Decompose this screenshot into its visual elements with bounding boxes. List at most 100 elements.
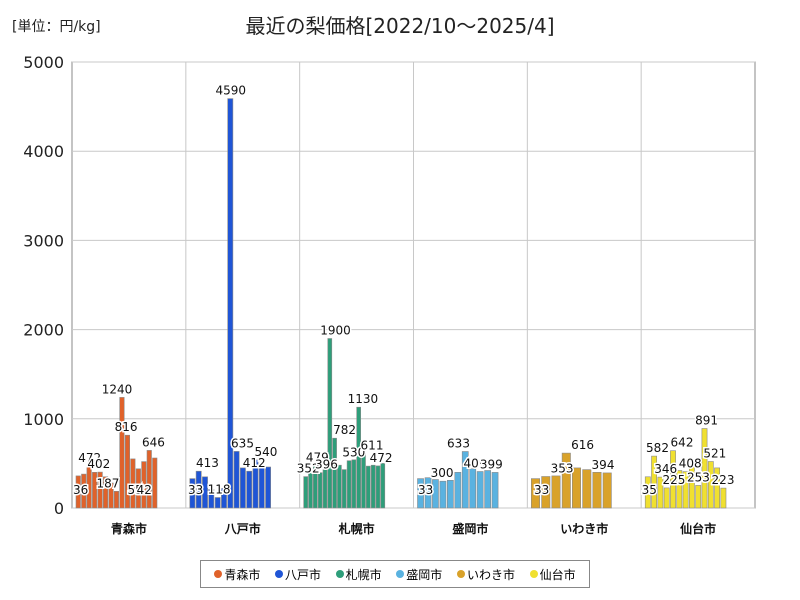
bar [337,464,342,509]
legend-item: 仙台市 [529,566,576,583]
bar [417,478,424,509]
data-label: 642 [671,436,694,450]
data-label: 300 [431,466,454,480]
bar [651,455,657,509]
data-label: 816 [115,420,138,434]
legend-swatch [396,570,405,578]
data-label: 399 [480,457,503,471]
data-label: 1900 [320,324,351,338]
bar [582,469,592,509]
bar [108,482,114,509]
category-label: 八戸市 [224,521,261,536]
data-label: 472 [78,451,101,465]
bar [571,467,581,509]
bar [592,471,602,509]
bar [258,464,265,509]
bar [124,434,130,509]
bar [670,450,676,509]
legend-label: 札幌市 [345,567,382,582]
bar [135,468,141,509]
bar [202,476,208,509]
legend-swatch [335,570,344,578]
bar [602,472,612,509]
bar [644,476,651,509]
bar [252,459,259,509]
bar [86,465,92,509]
bar [75,475,81,509]
category-label: いわき市 [560,521,608,536]
data-label: 633 [447,437,470,451]
bar [221,488,227,509]
bar [424,477,432,509]
data-label: 55 [128,483,143,497]
data-label: 540 [254,445,277,459]
data-label: 35 [642,483,657,497]
data-label: 408 [679,457,702,471]
bar [365,465,371,509]
legend-label: いわき市 [466,567,515,582]
data-label: 412 [243,456,266,470]
legend-label: 仙台市 [539,567,576,582]
bar [530,478,540,509]
legend-item: 青森市 [214,566,260,583]
data-label: 530 [342,446,365,460]
y-tick-label: 2000 [23,321,64,340]
y-tick-label: 3000 [23,231,64,250]
bar [322,469,328,509]
y-tick-label: 0 [54,499,64,518]
bar [701,428,708,509]
bar [317,472,323,509]
bar [714,467,720,509]
bar [146,450,152,509]
data-label: 616 [571,438,594,452]
legend: 青森市 八戸市 札幌市 盛岡市 いわき市 仙台市 [200,560,590,588]
bar [233,451,240,509]
category-label: 青森市 [111,521,147,536]
bar [446,479,454,509]
data-label: 582 [646,441,669,455]
legend-label: 盛岡市 [406,567,443,582]
data-label: 42 [137,483,152,497]
data-label: 635 [231,436,254,450]
bar [240,467,246,509]
bar [152,457,158,509]
chart-title: 最近の梨価格[2022/10〜2025/4] [245,14,555,38]
bar [469,468,477,509]
bar [380,463,386,509]
data-label: 352 [297,462,320,476]
bar [676,470,683,509]
data-label: 118 [208,483,231,497]
bar [491,472,499,509]
bar [461,451,469,509]
bar [195,470,202,509]
data-label: 223 [712,473,735,487]
bar [308,471,313,509]
bar [439,480,447,509]
bar [454,471,462,509]
bar-chart: 0100020003000400050003647240218712408165… [23,53,756,536]
bar [432,479,439,509]
bar [663,487,670,509]
data-label: 36 [73,483,88,497]
bar [351,459,357,509]
bar [332,437,337,509]
category-label: 札幌市 [338,521,375,536]
bar [97,471,103,509]
legend-item: 八戸市 [274,566,321,583]
bar [361,453,366,509]
y-tick-label: 4000 [23,142,64,161]
bar [341,469,347,509]
data-label: 479 [306,450,329,464]
category-label: 仙台市 [680,521,716,536]
legend-swatch [274,570,283,578]
bar [561,452,571,509]
data-label: 187 [96,476,119,490]
bar [484,470,492,509]
category-label: 盛岡市 [452,521,488,536]
bar [81,473,87,509]
bar [720,487,727,509]
bar [141,461,147,509]
legend-swatch [529,570,538,578]
legend-swatch [214,570,223,578]
bar [707,461,714,509]
